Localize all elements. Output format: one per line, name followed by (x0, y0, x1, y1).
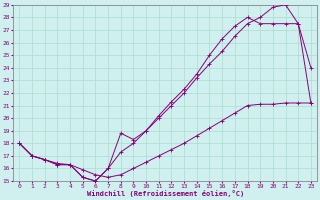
X-axis label: Windchill (Refroidissement éolien,°C): Windchill (Refroidissement éolien,°C) (86, 190, 244, 197)
